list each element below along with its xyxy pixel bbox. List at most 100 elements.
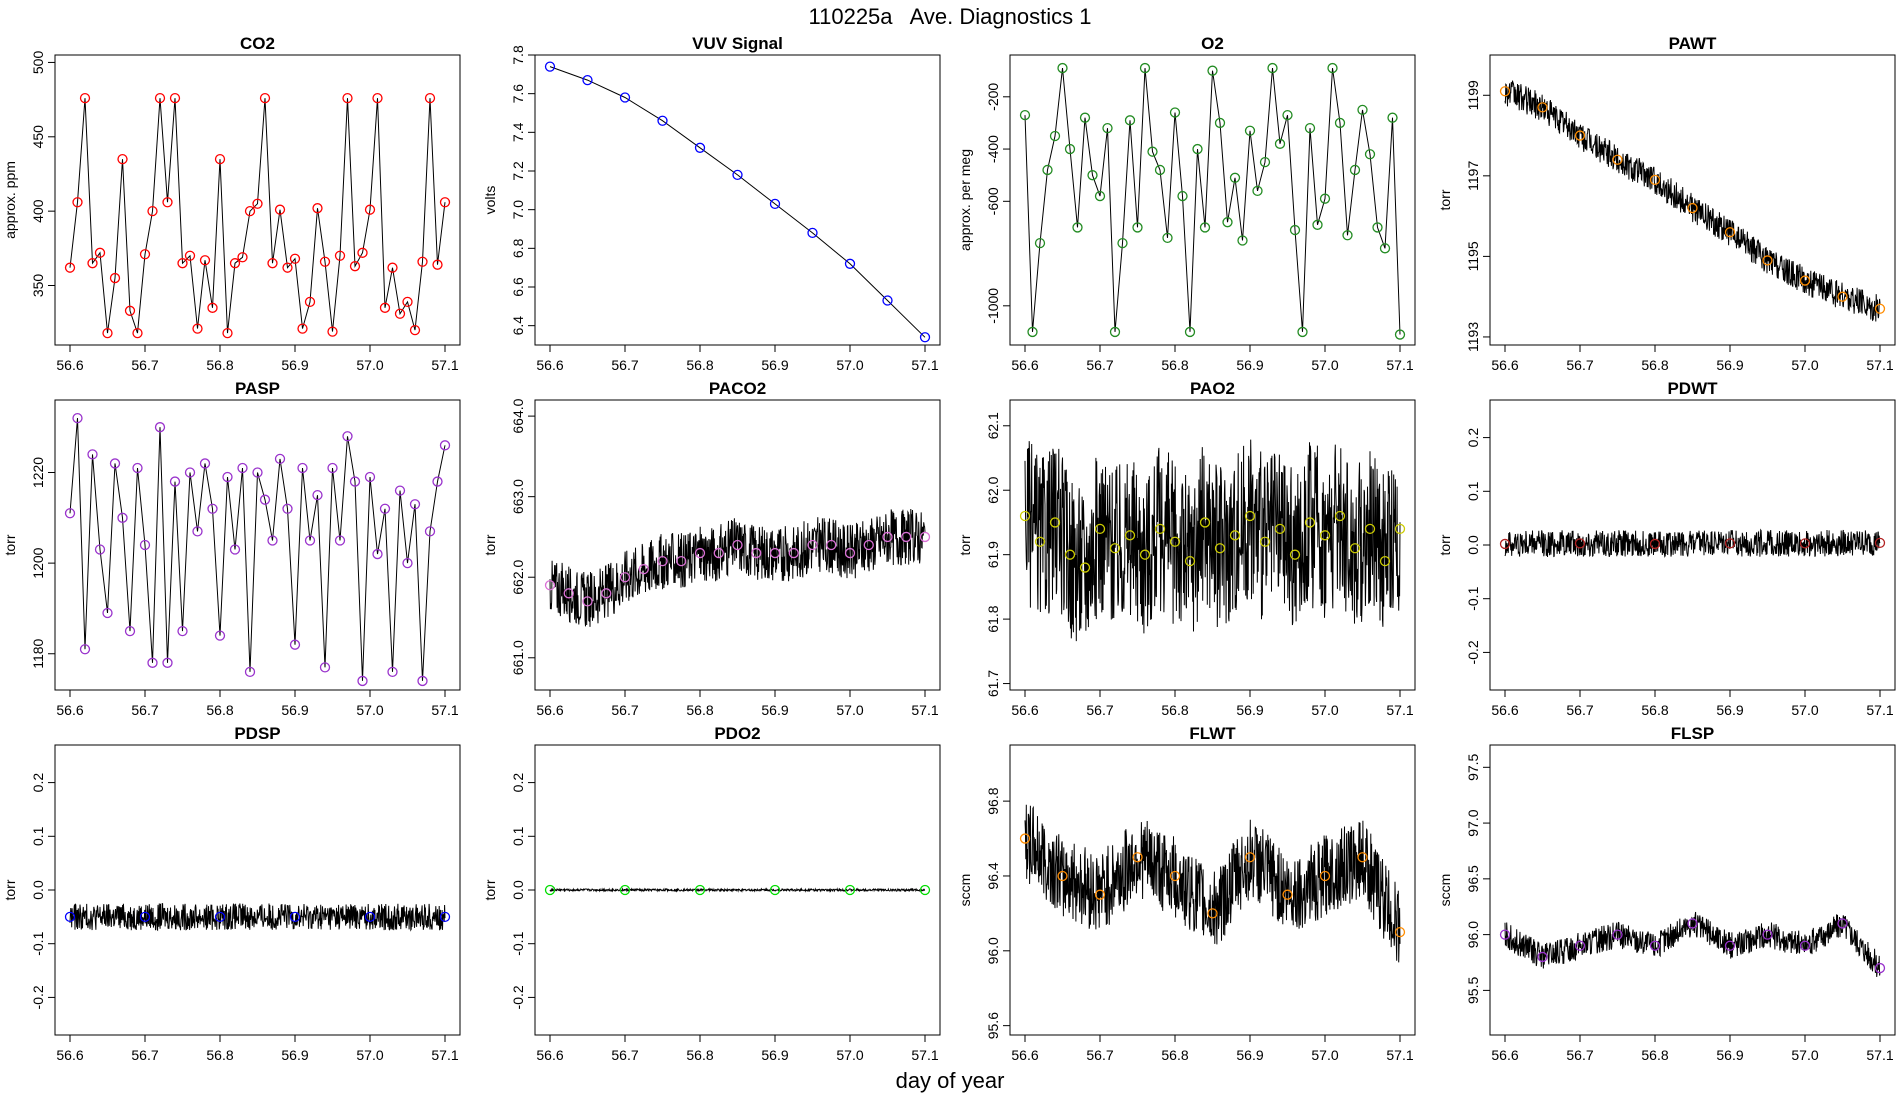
- data-point: [1049, 130, 1061, 142]
- x-tick-label: 56.7: [1086, 1047, 1113, 1063]
- data-point: [259, 494, 271, 505]
- data-point: [274, 453, 286, 465]
- x-tick-label: 57.0: [356, 702, 383, 718]
- y-tick-label: 1180: [30, 638, 46, 668]
- y-tick-label: 661.0: [510, 640, 526, 675]
- page-title: 110225a Ave. Diagnostics 1: [808, 4, 1092, 29]
- data-point: [169, 476, 181, 487]
- data-point: [349, 261, 361, 272]
- data-point: [334, 535, 346, 546]
- x-tick-label: 57.0: [836, 357, 863, 373]
- data-point: [1139, 549, 1151, 560]
- y-tick-label: 0.0: [1465, 535, 1481, 555]
- x-tick-label: 56.9: [281, 357, 308, 373]
- data-point: [882, 295, 893, 306]
- x-tick-label: 56.6: [1011, 702, 1038, 718]
- panel-title: PACO2: [709, 379, 766, 398]
- data-point: [1394, 329, 1406, 340]
- data-point: [289, 911, 301, 923]
- x-tick-label: 56.8: [206, 1047, 233, 1063]
- data-point: [1799, 275, 1811, 286]
- data-point: [1229, 172, 1241, 183]
- data-point: [807, 227, 818, 239]
- x-tick-label: 56.8: [1641, 702, 1668, 718]
- x-tick-label: 56.7: [1086, 357, 1113, 373]
- y-tick-label: -400: [985, 135, 1001, 163]
- x-tick-label: 57.0: [1311, 702, 1338, 718]
- y-tick-label: 0.0: [510, 880, 526, 900]
- data-point: [544, 580, 556, 591]
- data-point: [1094, 523, 1106, 535]
- data-point: [1762, 929, 1773, 940]
- data-point: [387, 262, 398, 273]
- y-axis-label: approx. per meg: [957, 149, 973, 251]
- data-point: [1687, 202, 1698, 214]
- data-point: [364, 204, 376, 215]
- data-point: [1169, 870, 1181, 882]
- data-point: [124, 625, 136, 637]
- data-point: [199, 255, 211, 266]
- y-tick-label: 61.8: [985, 605, 1001, 632]
- data-point: [1169, 536, 1181, 547]
- x-tick-label: 56.6: [536, 357, 563, 373]
- data-point: [1147, 146, 1158, 157]
- y-tick-label: 0.2: [1465, 428, 1481, 448]
- data-point: [79, 92, 91, 104]
- data-point: [1612, 929, 1623, 940]
- panel-pao2: PAO2 torr 56.6 56.7 56.8 56.9 57.0 57.1 61.7 61.8…: [957, 379, 1416, 718]
- plot-frame: [54, 399, 461, 691]
- y-axis-label: torr: [482, 879, 498, 900]
- data-point: [1394, 926, 1406, 938]
- data-point: [1312, 219, 1323, 230]
- data-point: [807, 539, 818, 551]
- data-point: [1177, 190, 1188, 202]
- data-point: [124, 305, 136, 316]
- data-point: [1289, 549, 1301, 560]
- y-tick-label: 0.2: [510, 773, 526, 793]
- y-tick-label: 61.9: [985, 541, 1001, 568]
- data-point: [229, 258, 241, 269]
- panel-title: FLSP: [1671, 724, 1714, 743]
- x-tick-label: 56.7: [1566, 702, 1593, 718]
- data-point: [1094, 190, 1106, 202]
- data-point: [1762, 255, 1773, 266]
- y-tick-label: 62.1: [985, 412, 1001, 439]
- y-tick-label: 6.4: [510, 316, 526, 336]
- x-tick-label: 57.1: [431, 357, 458, 373]
- data-point: [1537, 102, 1548, 113]
- data-point: [1837, 291, 1848, 302]
- y-tick-label: -1000: [985, 288, 1001, 324]
- data-point: [1334, 510, 1346, 522]
- data-point: [1057, 870, 1068, 882]
- data-point: [1379, 243, 1391, 254]
- data-point: [424, 526, 436, 537]
- x-tick-label: 57.1: [1386, 1047, 1413, 1063]
- data-point: [222, 327, 233, 339]
- panel-flsp: FLSP sccm 56.6 56.7 56.8 56.9 57.0 57.1 95.5 96.0…: [1437, 724, 1896, 1063]
- x-tick-label: 56.6: [56, 1047, 83, 1063]
- raw-trace: [1504, 528, 1881, 558]
- data-point: [417, 675, 428, 687]
- data-point: [1304, 123, 1316, 134]
- x-tick-label: 56.7: [1086, 702, 1113, 718]
- data-point: [432, 259, 443, 270]
- data-point: [1724, 538, 1736, 549]
- data-point: [1079, 112, 1091, 123]
- y-tick-label: 6.6: [510, 277, 526, 297]
- data-point: [1874, 537, 1886, 549]
- data-point: [826, 539, 837, 551]
- data-point: [732, 539, 743, 551]
- x-tick-label: 56.9: [281, 702, 308, 718]
- y-tick-label: 500: [30, 51, 46, 75]
- data-point: [1304, 517, 1316, 528]
- data-point: [379, 503, 391, 514]
- y-tick-label: 7.8: [510, 45, 526, 65]
- data-point: [1229, 530, 1241, 541]
- data-point: [1349, 543, 1361, 554]
- data-point: [544, 61, 556, 72]
- data-point: [1019, 109, 1031, 121]
- y-axis-label: volts: [482, 186, 498, 215]
- panel-title: PDWT: [1667, 379, 1718, 398]
- data-point: [139, 539, 151, 551]
- data-point: [184, 467, 196, 478]
